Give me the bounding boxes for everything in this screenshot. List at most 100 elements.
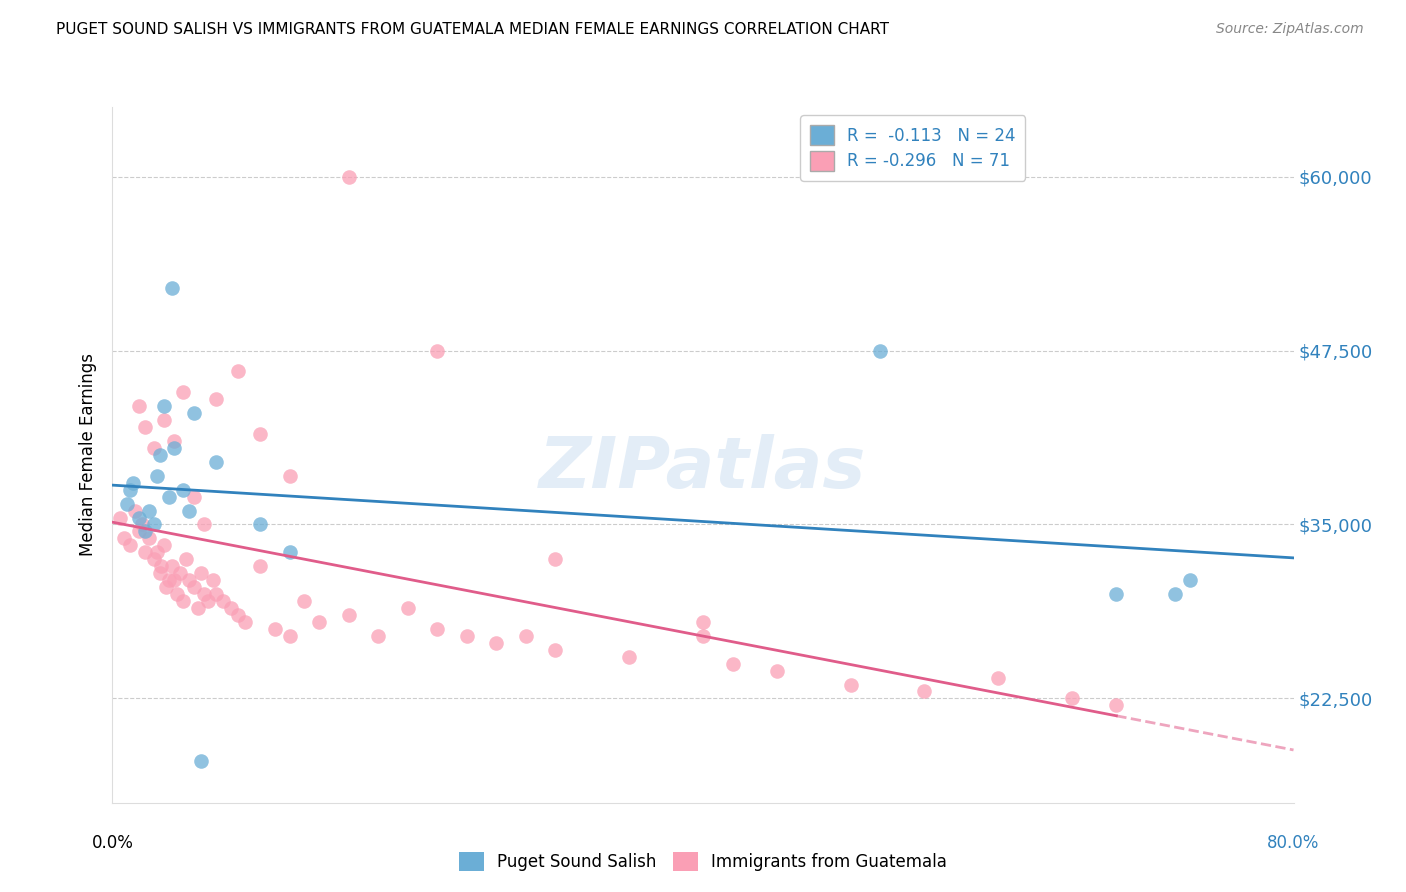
Point <box>169 566 191 581</box>
Point <box>249 559 271 574</box>
Point <box>172 483 194 497</box>
Point <box>149 566 172 581</box>
Point <box>1105 587 1128 601</box>
Y-axis label: Median Female Earnings: Median Female Earnings <box>79 353 97 557</box>
Point <box>205 587 228 601</box>
Point <box>193 587 215 601</box>
Point <box>124 503 146 517</box>
Point <box>128 510 150 524</box>
Point <box>174 552 197 566</box>
Point <box>150 559 173 574</box>
Point <box>619 649 641 664</box>
Point <box>264 622 287 636</box>
Point <box>142 552 165 566</box>
Text: 80.0%: 80.0% <box>1267 834 1320 852</box>
Point <box>219 601 242 615</box>
Point <box>1178 573 1201 587</box>
Point <box>839 677 862 691</box>
Point <box>134 524 156 539</box>
Point <box>544 642 567 657</box>
Point <box>278 468 301 483</box>
Point <box>160 281 183 295</box>
Point <box>166 587 188 601</box>
Point <box>131 517 153 532</box>
Point <box>138 532 160 546</box>
Point <box>160 559 183 574</box>
Point <box>149 448 172 462</box>
Point <box>142 441 165 455</box>
Point <box>426 622 449 636</box>
Point <box>233 615 256 629</box>
Point <box>278 629 301 643</box>
Point <box>226 607 249 622</box>
Point <box>172 385 194 400</box>
Point <box>128 399 150 413</box>
Point <box>157 490 180 504</box>
Point <box>134 545 156 559</box>
Point <box>128 524 150 539</box>
Point <box>692 615 714 629</box>
Point <box>515 629 537 643</box>
Point <box>249 517 271 532</box>
Point <box>138 503 160 517</box>
Point <box>544 552 567 566</box>
Point <box>869 343 891 358</box>
Point <box>157 573 180 587</box>
Point <box>187 601 209 615</box>
Legend: R =  -0.113   N = 24, R = -0.296   N = 71: R = -0.113 N = 24, R = -0.296 N = 71 <box>800 115 1025 180</box>
Text: Source: ZipAtlas.com: Source: ZipAtlas.com <box>1216 22 1364 37</box>
Point <box>426 343 449 358</box>
Text: 0.0%: 0.0% <box>91 834 134 852</box>
Point <box>692 629 714 643</box>
Point <box>337 607 360 622</box>
Point <box>485 636 508 650</box>
Point <box>179 573 201 587</box>
Point <box>163 441 186 455</box>
Point <box>163 573 186 587</box>
Point <box>183 580 205 594</box>
Point <box>112 532 135 546</box>
Text: PUGET SOUND SALISH VS IMMIGRANTS FROM GUATEMALA MEDIAN FEMALE EARNINGS CORRELATI: PUGET SOUND SALISH VS IMMIGRANTS FROM GU… <box>56 22 889 37</box>
Point <box>278 545 301 559</box>
Point <box>396 601 419 615</box>
Point <box>205 455 228 469</box>
Point <box>337 169 360 184</box>
Point <box>190 566 212 581</box>
Point <box>721 657 744 671</box>
Point <box>987 671 1010 685</box>
Point <box>120 538 142 552</box>
Legend: Puget Sound Salish, Immigrants from Guatemala: Puget Sound Salish, Immigrants from Guat… <box>450 843 956 880</box>
Point <box>108 510 131 524</box>
Point <box>183 406 205 420</box>
Point <box>292 594 315 608</box>
Point <box>201 573 224 587</box>
Text: ZIPatlas: ZIPatlas <box>540 434 866 503</box>
Point <box>205 392 228 407</box>
Point <box>117 497 138 511</box>
Point <box>1164 587 1187 601</box>
Point <box>212 594 235 608</box>
Point <box>193 517 215 532</box>
Point <box>226 364 249 378</box>
Point <box>1105 698 1128 713</box>
Point <box>190 754 212 768</box>
Point <box>249 427 271 442</box>
Point <box>153 413 176 427</box>
Point <box>122 475 145 490</box>
Point <box>163 434 186 448</box>
Point <box>914 684 936 698</box>
Point <box>367 629 389 643</box>
Point <box>142 517 165 532</box>
Point <box>172 594 194 608</box>
Point <box>146 468 169 483</box>
Point <box>134 420 156 434</box>
Point <box>197 594 219 608</box>
Point <box>456 629 478 643</box>
Point <box>120 483 142 497</box>
Point <box>146 545 169 559</box>
Point <box>183 490 205 504</box>
Point <box>155 580 177 594</box>
Point <box>1062 691 1084 706</box>
Point <box>153 399 176 413</box>
Point <box>308 615 330 629</box>
